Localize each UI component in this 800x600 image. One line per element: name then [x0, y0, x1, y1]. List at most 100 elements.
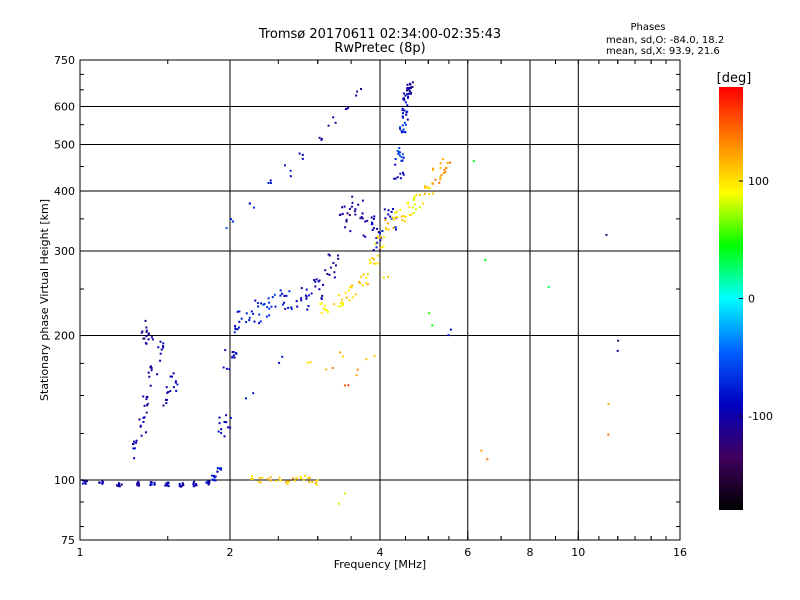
data-point — [81, 482, 84, 485]
data-point — [333, 271, 336, 274]
data-point — [345, 218, 348, 221]
data-point — [607, 403, 610, 405]
data-point — [259, 481, 262, 484]
data-point — [361, 199, 364, 202]
data-point — [292, 477, 294, 480]
data-point — [339, 302, 342, 305]
data-point — [309, 476, 312, 479]
data-point — [225, 421, 228, 424]
grid-lines — [80, 60, 680, 540]
data-point — [139, 425, 142, 428]
data-point — [150, 336, 153, 339]
y-tick-label: 600 — [54, 101, 75, 114]
data-point — [228, 368, 231, 371]
data-point — [345, 296, 348, 299]
data-point — [278, 361, 281, 364]
data-point — [165, 386, 168, 389]
data-point — [233, 331, 236, 334]
data-point — [399, 128, 402, 130]
data-point — [419, 193, 421, 196]
data-point — [205, 481, 208, 484]
data-point — [407, 201, 410, 204]
data-point — [270, 305, 273, 308]
data-point — [351, 284, 354, 287]
data-point — [358, 280, 360, 283]
data-point — [258, 313, 261, 316]
data-point — [300, 287, 303, 290]
data-point — [366, 219, 369, 222]
data-point — [295, 300, 298, 303]
data-point — [402, 171, 404, 174]
data-point — [428, 187, 431, 190]
data-point — [440, 174, 443, 177]
data-point — [351, 195, 354, 198]
data-point — [305, 295, 308, 298]
data-point — [370, 216, 373, 219]
data-point — [337, 257, 340, 260]
data-point — [285, 294, 288, 297]
data-point — [147, 371, 150, 374]
y-tick-label: 75 — [61, 534, 75, 547]
data-point — [318, 288, 321, 291]
data-point — [403, 220, 406, 223]
phases-legend-o: mean, sd,O: -84.0, 18.2 — [606, 35, 724, 46]
data-point — [445, 167, 448, 170]
data-point — [392, 227, 395, 230]
data-point — [160, 348, 163, 351]
data-point — [343, 384, 346, 387]
data-point — [400, 155, 403, 158]
data-point — [252, 312, 255, 315]
data-point — [361, 212, 364, 215]
data-point — [415, 194, 418, 197]
data-point — [332, 116, 335, 119]
data-point — [431, 169, 434, 172]
data-point — [137, 480, 140, 483]
data-point — [443, 169, 446, 171]
data-point — [147, 338, 150, 341]
data-point — [138, 418, 141, 421]
data-point — [311, 481, 314, 483]
data-point — [229, 416, 232, 419]
data-point — [167, 485, 170, 488]
data-point — [384, 219, 387, 221]
data-point — [313, 279, 316, 281]
data-point — [346, 212, 349, 215]
data-point — [283, 301, 286, 304]
data-point — [143, 404, 146, 407]
data-point — [257, 480, 260, 483]
data-point — [211, 474, 214, 477]
data-point — [331, 367, 334, 369]
data-point — [342, 355, 344, 358]
data-point — [390, 210, 393, 213]
data-point — [229, 426, 232, 429]
data-point — [402, 112, 404, 115]
data-point — [364, 235, 367, 238]
data-point — [399, 172, 402, 175]
x-tick-label: 10 — [571, 546, 585, 559]
data-point — [306, 308, 309, 311]
data-point — [405, 111, 408, 114]
data-point — [300, 299, 303, 302]
data-point — [174, 381, 177, 384]
data-point — [284, 481, 287, 484]
data-point — [377, 231, 380, 234]
data-point — [308, 480, 310, 483]
data-point — [486, 458, 489, 461]
data-point — [322, 283, 324, 286]
data-point — [447, 334, 450, 337]
data-point — [236, 328, 239, 331]
data-point — [354, 293, 357, 296]
data-point — [142, 337, 145, 340]
data-point — [350, 205, 353, 208]
data-point — [327, 253, 330, 256]
data-point — [245, 312, 248, 315]
data-point — [225, 414, 228, 417]
data-point — [357, 203, 360, 206]
data-point — [355, 374, 358, 377]
data-point — [337, 305, 340, 308]
data-point — [266, 478, 269, 481]
data-point — [232, 351, 235, 353]
data-point — [402, 156, 405, 159]
data-point — [394, 158, 397, 160]
data-point — [263, 303, 266, 305]
